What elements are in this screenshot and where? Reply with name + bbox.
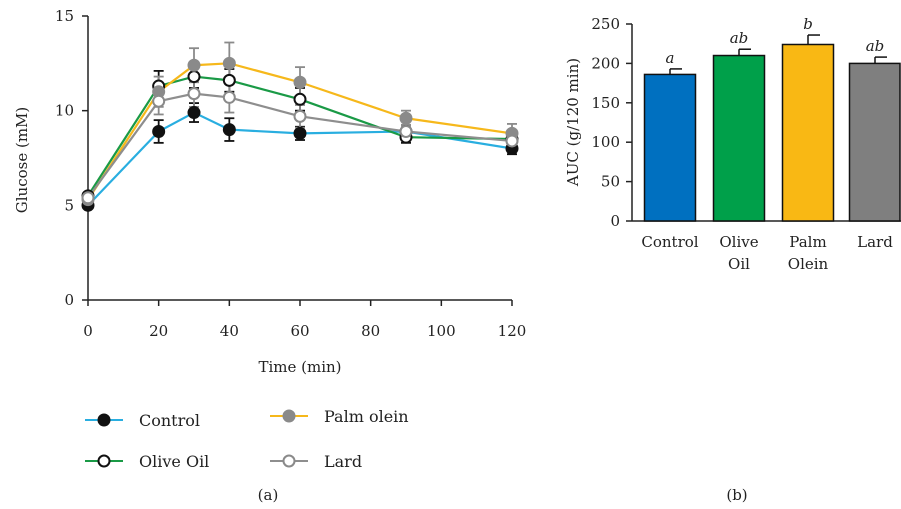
y-tick-label-a: 15 — [55, 7, 74, 25]
data-point-lard — [222, 90, 236, 104]
x-tick-label-b: Olein — [788, 255, 829, 273]
panel-label-a: (a) — [258, 486, 279, 504]
legend-swatch-marker — [97, 413, 111, 427]
data-point-olive-oil — [222, 73, 236, 87]
data-point-control — [187, 106, 201, 120]
x-tick-label-a: 40 — [220, 322, 239, 340]
data-point-lard — [293, 109, 307, 123]
significance-label: b — [803, 15, 813, 33]
y-tick-label-a: 5 — [64, 196, 74, 214]
significance-label: a — [666, 49, 675, 67]
x-axis-title-a: Time (min) — [258, 358, 341, 376]
x-tick-label-a: 20 — [149, 322, 168, 340]
x-tick-label-b: Control — [641, 233, 698, 251]
data-point-olive-oil — [187, 70, 201, 84]
x-tick-label-b: Lard — [857, 233, 893, 251]
data-point-lard — [399, 124, 413, 138]
data-point-palm-olein — [187, 58, 201, 72]
bar — [643, 73, 697, 222]
x-tick-label-a: 60 — [290, 322, 309, 340]
y-tick-label-b: 150 — [591, 94, 620, 112]
significance-label: ab — [730, 29, 749, 47]
data-point-lard — [81, 191, 95, 205]
bar — [848, 62, 901, 222]
legend-swatch-marker — [282, 409, 296, 423]
x-tick-label-b: Olive — [719, 233, 758, 251]
data-point-palm-olein — [293, 75, 307, 89]
glucose-line-chart: 0 5 10 15 0 20 40 60 80 100 120 Glucose (mM) Time… — [13, 7, 526, 376]
y-axis-title-a: Glucose (mM) — [13, 107, 31, 214]
bar — [712, 54, 766, 222]
legend-label: Lard — [324, 452, 362, 471]
data-point-control — [152, 124, 166, 138]
y-tick-label-a: 0 — [64, 291, 74, 309]
x-tick-label-a: 80 — [361, 322, 380, 340]
legend-label: Control — [139, 411, 200, 430]
legend-swatch-marker — [97, 454, 111, 468]
x-tick-label-b: Palm — [789, 233, 826, 251]
auc-bar-chart: 0 50 100 150 200 250 a ab b ab Control Olive Oil Pa… — [564, 15, 901, 273]
y-tick-label-b: 100 — [591, 133, 620, 151]
data-point-lard — [187, 87, 201, 101]
y-axis-title-b: AUC (g/120 min) — [564, 58, 582, 187]
x-tick-label-a: 100 — [427, 322, 456, 340]
y-tick-label-a: 10 — [55, 102, 74, 120]
data-point-palm-olein — [222, 56, 236, 70]
y-tick-label-b: 250 — [591, 15, 620, 33]
y-tick-label-b: 200 — [591, 54, 620, 72]
x-tick-label-a: 0 — [83, 322, 93, 340]
data-point-olive-oil — [293, 92, 307, 106]
data-point-lard — [505, 134, 519, 148]
panel-label-b: (b) — [726, 486, 747, 504]
legend-label: Palm olein — [324, 407, 409, 426]
data-point-palm-olein — [399, 111, 413, 125]
legend-swatch-marker — [282, 454, 296, 468]
bar — [781, 43, 835, 222]
data-point-control — [222, 123, 236, 137]
legend-label: Olive Oil — [139, 452, 209, 471]
data-point-control — [293, 126, 307, 140]
x-tick-label-a: 120 — [498, 322, 527, 340]
legend: Control Olive Oil Palm olein Lard — [85, 407, 409, 471]
data-point-lard — [152, 94, 166, 108]
significance-label: ab — [866, 37, 885, 55]
y-tick-label-b: 0 — [610, 212, 620, 230]
y-tick-label-b: 50 — [601, 173, 620, 191]
x-tick-label-b: Oil — [728, 255, 750, 273]
